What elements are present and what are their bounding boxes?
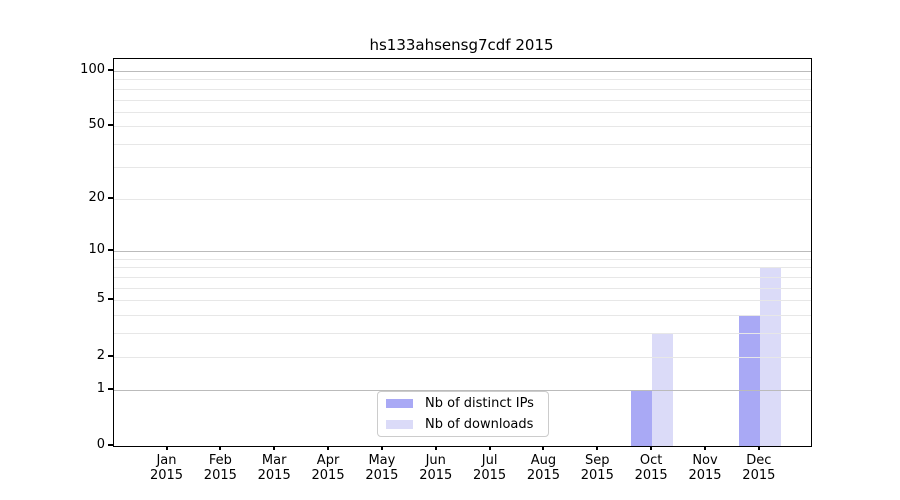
grid-line-minor-3 — [114, 333, 811, 335]
x-axis-tick-label-apr: Apr 2015 — [298, 453, 358, 483]
x-tick-year: 2015 — [742, 468, 776, 483]
x-axis-tick-label-mar: Mar 2015 — [244, 453, 304, 483]
y-tick-mark-0 — [108, 444, 113, 446]
x-axis-tick-label-jul: Jul 2015 — [460, 453, 520, 483]
x-tick-mark-mar — [273, 446, 276, 450]
grid-line-minor-9 — [114, 258, 811, 260]
bar-series0-dec — [738, 315, 760, 446]
x-tick-month: Jun — [425, 453, 446, 468]
grid-line-minor-20 — [114, 198, 811, 200]
x-tick-mark-sep — [596, 446, 599, 450]
x-tick-month: Feb — [208, 453, 232, 468]
x-tick-year: 2015 — [688, 468, 722, 483]
x-tick-month: Mar — [261, 453, 287, 468]
x-tick-mark-feb — [219, 446, 222, 450]
chart-title: hs133ahsensg7cdf 2015 — [369, 36, 554, 54]
x-tick-year: 2015 — [365, 468, 399, 483]
x-tick-month: Oct — [639, 453, 663, 468]
y-tick-mark-5 — [108, 298, 113, 301]
y-axis-tick-label-20: 20 — [88, 189, 105, 205]
y-tick-mark-50 — [108, 124, 113, 127]
x-tick-year: 2015 — [634, 468, 668, 483]
y-tick-mark-10 — [108, 249, 113, 252]
bar-series1-oct — [652, 333, 674, 446]
x-axis-tick-label-aug: Aug 2015 — [513, 453, 573, 483]
x-axis-tick-label-sep: Sep 2015 — [567, 453, 627, 483]
grid-line-minor-70 — [114, 99, 811, 101]
x-tick-mark-may — [380, 446, 383, 450]
grid-line-minor-50 — [114, 126, 811, 128]
x-axis-tick-label-jun: Jun 2015 — [406, 453, 466, 483]
y-tick-mark-20 — [108, 196, 113, 199]
x-tick-mark-oct — [650, 446, 653, 450]
x-axis-tick-label-jan: Jan 2015 — [137, 453, 197, 483]
x-tick-year: 2015 — [203, 468, 237, 483]
x-tick-month: Jan — [156, 453, 177, 468]
y-axis-tick-label-0: 0 — [96, 437, 105, 452]
grid-line-minor-30 — [114, 166, 811, 168]
grid-line-minor-2 — [114, 356, 811, 358]
x-tick-mark-aug — [542, 446, 545, 450]
grid-line-minor-5 — [114, 300, 811, 302]
grid-line-minor-60 — [114, 111, 811, 113]
legend-label-downloads: Nb of downloads — [425, 416, 534, 432]
x-tick-month: Apr — [316, 453, 340, 468]
x-tick-year: 2015 — [580, 468, 614, 483]
x-tick-year: 2015 — [257, 468, 291, 483]
y-axis-tick-label-2: 2 — [96, 347, 105, 363]
y-tick-mark-2 — [108, 354, 113, 357]
legend-label-distinct-ips: Nb of distinct IPs — [425, 396, 534, 412]
grid-line-major-100 — [114, 70, 811, 72]
y-axis-tick-label-5: 5 — [96, 291, 105, 307]
y-tick-mark-100 — [108, 68, 113, 71]
grid-line-minor-4 — [114, 315, 811, 317]
grid-line-minor-6 — [114, 287, 811, 289]
y-tick-mark-1 — [108, 387, 113, 390]
x-tick-month: Sep — [585, 453, 610, 468]
x-tick-month: May — [368, 453, 396, 468]
x-axis-tick-label-oct: Oct 2015 — [621, 453, 681, 483]
x-tick-mark-jan — [165, 446, 168, 450]
grid-line-minor-8 — [114, 267, 811, 269]
bar-series1-dec — [759, 267, 781, 446]
x-tick-mark-dec — [757, 446, 760, 450]
x-axis-tick-label-dec: Dec 2015 — [729, 453, 789, 483]
plot-area — [113, 58, 812, 447]
x-tick-year: 2015 — [149, 468, 184, 483]
grid-line-minor-90 — [114, 79, 811, 81]
x-tick-month: Jul — [481, 453, 498, 468]
x-tick-mark-jul — [488, 446, 491, 450]
grid-line-minor-40 — [114, 144, 811, 146]
x-tick-month: Aug — [530, 453, 557, 468]
x-axis-tick-label-may: May 2015 — [352, 453, 412, 483]
x-tick-mark-apr — [327, 446, 330, 450]
y-axis-tick-label-100: 100 — [80, 61, 105, 77]
y-axis-tick-label-50: 50 — [88, 117, 105, 133]
x-axis-tick-label-feb: Feb 2015 — [190, 453, 250, 483]
legend-swatch-downloads — [386, 419, 413, 429]
legend: Nb of distinct IPs Nb of downloads — [377, 391, 549, 437]
x-tick-mark-nov — [704, 446, 706, 450]
x-tick-mark-jun — [434, 446, 437, 450]
bar-series0-oct — [631, 389, 653, 446]
y-axis-tick-label-10: 10 — [88, 242, 105, 258]
x-tick-year: 2015 — [419, 468, 453, 483]
legend-swatch-distinct-ips — [386, 399, 413, 409]
x-tick-year: 2015 — [311, 468, 345, 483]
y-axis-tick-label-1: 1 — [96, 380, 105, 396]
x-tick-month: Dec — [746, 453, 772, 468]
grid-line-minor-80 — [114, 88, 811, 90]
x-tick-month: Nov — [692, 453, 718, 468]
grid-line-major-10 — [114, 251, 811, 253]
legend-item-downloads: Nb of downloads — [378, 415, 548, 433]
x-axis-tick-label-nov: Nov 2015 — [675, 453, 735, 483]
legend-item-distinct-ips: Nb of distinct IPs — [378, 395, 548, 413]
x-tick-year: 2015 — [473, 468, 507, 483]
grid-line-minor-7 — [114, 277, 811, 278]
x-tick-year: 2015 — [526, 468, 560, 483]
